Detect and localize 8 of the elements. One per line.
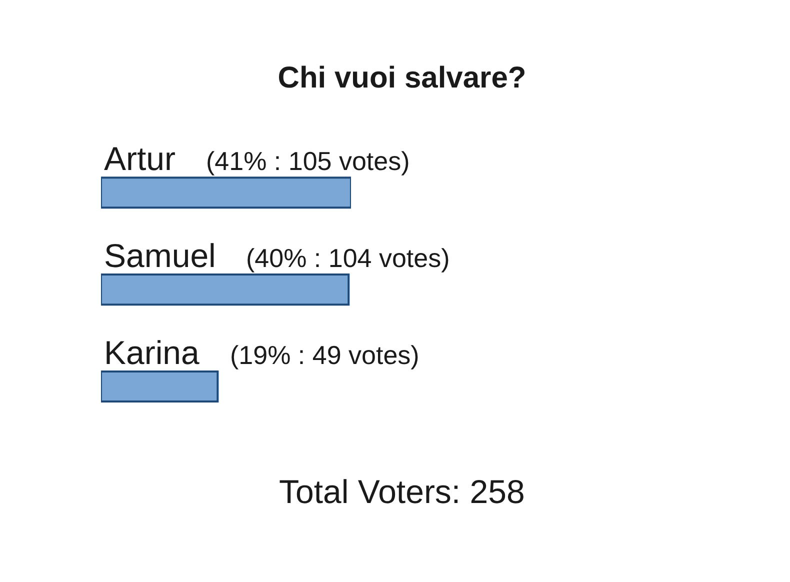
data-label: (40% : 104 votes) — [246, 243, 450, 273]
text: Total Voters: 258 — [279, 473, 525, 510]
y-tick-label: Artur — [104, 140, 176, 178]
y-tick-label: Karina — [104, 334, 200, 372]
data-label: (19% : 49 votes) — [230, 340, 420, 370]
chart-title: Chi vuoi salvare? — [278, 62, 526, 94]
data-label: (41% : 105 votes) — [206, 146, 410, 176]
y-tick-label: Samuel — [104, 237, 216, 274]
